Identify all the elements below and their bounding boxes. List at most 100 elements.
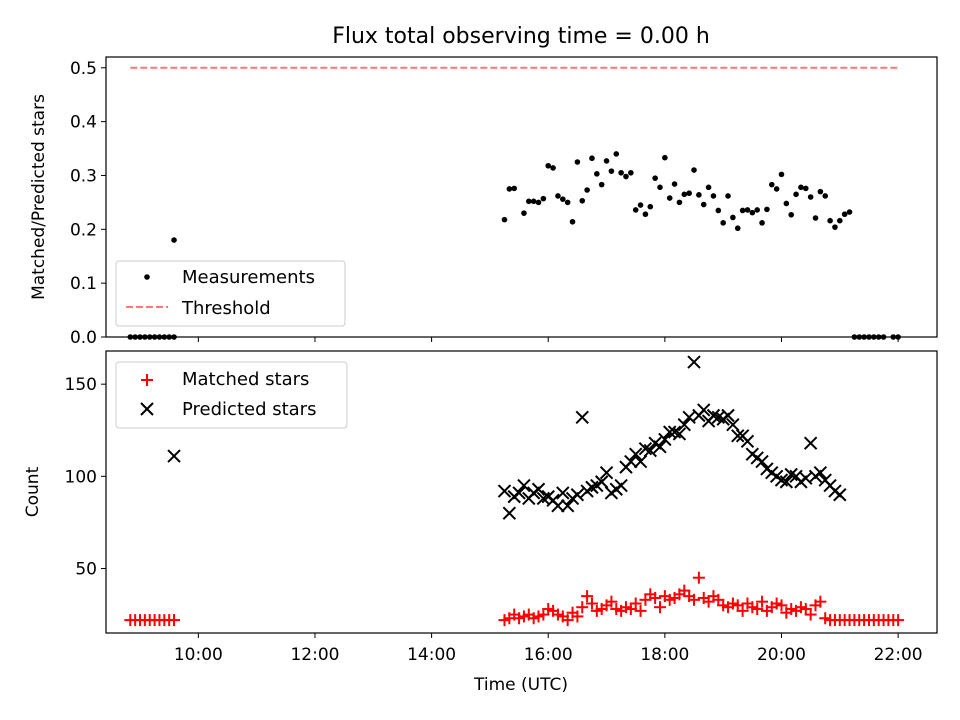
measurement-point — [725, 193, 731, 199]
matched-star-point — [634, 604, 647, 617]
top-y-axis-label: Matched/Predicted stars — [29, 94, 49, 300]
matched-star-point — [561, 614, 574, 627]
top-y-axis: 0.0 0.1 0.2 0.3 0.4 0.5 — [70, 59, 106, 348]
measurement-point — [560, 196, 566, 202]
measurement-point — [574, 159, 581, 165]
measurement-point — [623, 173, 629, 180]
measurement-point — [710, 193, 717, 199]
bottom-y-axis: 50 100 150 — [65, 375, 106, 579]
predicted-star-point — [687, 355, 701, 369]
legend-threshold-label: Threshold — [181, 298, 271, 319]
matched-star-point — [168, 614, 181, 627]
measurement-point — [666, 195, 673, 201]
bottom-panel: 50 100 150 10:00 12:00 14:00 16:00 18:00 20:00 2… — [23, 350, 938, 695]
measurement-point — [652, 175, 658, 181]
measurement-point — [807, 194, 814, 200]
predicted-star-point — [556, 486, 570, 500]
measurement-point — [594, 171, 600, 177]
predicted-star-point — [614, 478, 628, 493]
measurement-point — [691, 167, 697, 173]
measurement-point — [584, 187, 590, 193]
x-tick-label: 20:00 — [757, 645, 806, 665]
measurement-point — [846, 209, 853, 215]
predicted-star-point — [502, 506, 517, 520]
measurement-point — [521, 210, 527, 216]
measurement-point — [730, 214, 736, 221]
legend-matched-marker — [141, 374, 153, 386]
measurement-point — [793, 191, 799, 198]
predicted-star-point — [813, 465, 828, 480]
matched-star-point — [804, 608, 817, 621]
y-tick-label: 0.0 — [70, 328, 97, 348]
measurement-point — [550, 165, 556, 171]
measurement-point — [501, 216, 508, 223]
predicted-star-point — [726, 418, 740, 432]
y-tick-label: 0.5 — [70, 59, 97, 79]
measurement-point — [681, 191, 688, 198]
measurement-point — [841, 211, 848, 218]
bottom-plot-marks — [124, 355, 905, 627]
measurement-point — [637, 202, 644, 208]
measurement-point — [705, 184, 712, 191]
x-tick-label: 14:00 — [407, 645, 456, 665]
measurement-point — [783, 200, 790, 207]
measurement-point — [555, 193, 561, 199]
legend-matched-label: Matched stars — [182, 369, 309, 390]
measurement-point — [715, 207, 722, 214]
measurement-point — [744, 207, 751, 213]
legend-predicted-label: Predicted stars — [182, 399, 316, 420]
legend-predicted-marker — [140, 402, 154, 416]
measurement-point — [686, 190, 692, 197]
measurement-point — [754, 207, 760, 213]
measurement-point — [837, 217, 843, 224]
y-tick-label: 0.2 — [70, 220, 97, 240]
matched-star-point — [649, 591, 662, 604]
matched-star-point — [605, 595, 618, 608]
predicted-star-point — [633, 454, 648, 469]
predicted-star-point — [497, 484, 512, 498]
measurement-point — [535, 199, 542, 206]
predicted-star-point — [599, 465, 614, 480]
x-axis-label: Time (UTC) — [473, 675, 568, 695]
predicted-star-point — [512, 486, 526, 500]
measurement-point — [817, 188, 824, 195]
matched-star-point — [581, 590, 594, 603]
measurement-point — [171, 237, 177, 243]
matched-star-point — [654, 601, 666, 614]
measurement-point — [749, 209, 756, 216]
measurement-point — [564, 199, 571, 206]
measurement-point — [759, 220, 765, 226]
predicted-star-point — [560, 499, 575, 513]
matched-star-point — [751, 603, 764, 616]
measurement-point — [768, 181, 775, 188]
measurement-point — [802, 185, 809, 192]
measurement-point — [812, 215, 819, 221]
measurement-point — [822, 193, 829, 199]
top-legend-box — [115, 260, 346, 327]
chart-title: Flux total observing time = 0.00 h — [332, 24, 710, 49]
measurement-point — [589, 155, 595, 162]
measurement-point — [525, 198, 532, 205]
top-x-axis — [197, 337, 899, 342]
bottom-y-axis-label: Count — [23, 466, 43, 517]
bottom-plot-frame — [105, 350, 938, 634]
measurement-point — [720, 220, 726, 226]
measurement-point — [545, 162, 552, 169]
bottom-x-axis: 10:00 12:00 14:00 16:00 18:00 20:00 22:00 — [174, 633, 923, 665]
measurement-point — [657, 184, 663, 191]
legend-measurements-label: Measurements — [182, 267, 315, 288]
bottom-legend-box — [115, 361, 348, 429]
x-tick-label: 12:00 — [290, 645, 339, 665]
measurement-point — [647, 203, 654, 210]
predicted-star-point — [517, 478, 531, 493]
matched-star-point — [629, 597, 642, 610]
predicted-star-point — [731, 429, 745, 443]
predicted-star-point — [531, 482, 546, 496]
x-tick-label: 10:00 — [174, 645, 223, 665]
predicted-star-point — [672, 427, 687, 441]
measurement-point — [608, 168, 615, 174]
measurement-point — [778, 171, 785, 178]
matched-star-point — [692, 571, 705, 584]
predicted-star-point — [624, 454, 638, 469]
